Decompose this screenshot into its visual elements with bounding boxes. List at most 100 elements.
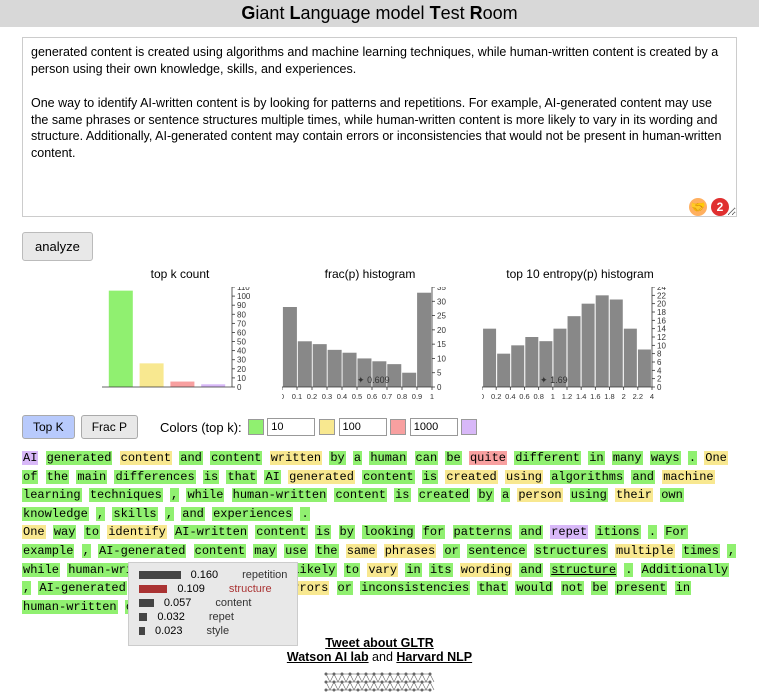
token[interactable]: written xyxy=(270,451,322,465)
token[interactable]: is xyxy=(394,488,410,502)
token[interactable]: , xyxy=(727,544,736,558)
token[interactable]: times xyxy=(682,544,720,558)
topk-toggle[interactable]: Top K xyxy=(22,415,75,439)
token[interactable]: while xyxy=(186,488,224,502)
token[interactable]: . xyxy=(624,563,633,577)
token[interactable]: or xyxy=(337,581,353,595)
token[interactable]: content xyxy=(194,544,246,558)
token[interactable]: person xyxy=(517,488,562,502)
token[interactable]: by xyxy=(477,488,493,502)
token[interactable]: repet xyxy=(550,525,588,539)
watson-link[interactable]: Watson AI lab xyxy=(287,650,369,664)
token[interactable]: to xyxy=(344,563,360,577)
token[interactable]: created xyxy=(418,488,470,502)
token[interactable]: wording xyxy=(460,563,512,577)
suggestions-badge[interactable]: 2 xyxy=(711,198,729,216)
token[interactable]: inconsistencies xyxy=(360,581,470,595)
token[interactable]: itions xyxy=(595,525,640,539)
token[interactable]: looking xyxy=(362,525,414,539)
token[interactable]: using xyxy=(505,470,543,484)
token[interactable]: and xyxy=(631,470,655,484)
threshold-input[interactable] xyxy=(410,418,458,436)
token[interactable]: would xyxy=(515,581,553,595)
token[interactable]: that xyxy=(477,581,508,595)
token[interactable]: own xyxy=(660,488,684,502)
token[interactable]: structures xyxy=(534,544,608,558)
token[interactable]: phrases xyxy=(384,544,436,558)
token[interactable]: algorithms xyxy=(550,470,624,484)
token[interactable]: differences xyxy=(114,470,195,484)
token[interactable]: . xyxy=(300,507,309,521)
token[interactable]: generated xyxy=(46,451,113,465)
token[interactable]: for xyxy=(422,525,446,539)
token[interactable]: AI-generated xyxy=(98,544,186,558)
token[interactable]: to xyxy=(84,525,100,539)
token[interactable]: and xyxy=(519,525,543,539)
token[interactable]: human-written xyxy=(232,488,328,502)
token[interactable]: Additionally xyxy=(641,563,729,577)
token[interactable]: content xyxy=(362,470,414,484)
token[interactable]: experiences xyxy=(212,507,293,521)
token[interactable]: a xyxy=(353,451,362,465)
token[interactable]: AI-written xyxy=(174,525,248,539)
token[interactable]: the xyxy=(315,544,339,558)
token[interactable]: For xyxy=(664,525,688,539)
token[interactable]: or xyxy=(443,544,459,558)
token[interactable]: in xyxy=(588,451,604,465)
token[interactable]: and xyxy=(519,563,543,577)
token[interactable]: multiple xyxy=(615,544,675,558)
token[interactable]: content xyxy=(210,451,262,465)
token[interactable]: be xyxy=(591,581,607,595)
token[interactable]: different xyxy=(514,451,581,465)
token[interactable]: by xyxy=(329,451,345,465)
token[interactable]: is xyxy=(315,525,331,539)
token[interactable]: in xyxy=(405,563,421,577)
threshold-input[interactable] xyxy=(339,418,387,436)
token[interactable]: is xyxy=(203,470,219,484)
token[interactable]: machine xyxy=(662,470,714,484)
token[interactable]: , xyxy=(165,507,174,521)
token[interactable]: identify xyxy=(107,525,167,539)
token[interactable]: may xyxy=(253,544,277,558)
token[interactable]: the xyxy=(46,470,70,484)
token[interactable]: be xyxy=(445,451,461,465)
token[interactable]: and xyxy=(181,507,205,521)
token[interactable]: use xyxy=(284,544,308,558)
token[interactable]: . xyxy=(648,525,657,539)
analyze-button[interactable]: analyze xyxy=(22,232,93,261)
token[interactable]: One xyxy=(704,451,728,465)
token[interactable]: quite xyxy=(469,451,507,465)
token[interactable]: learning xyxy=(22,488,82,502)
token[interactable]: many xyxy=(612,451,643,465)
token[interactable]: using xyxy=(570,488,608,502)
token[interactable]: present xyxy=(615,581,667,595)
token[interactable]: while xyxy=(22,563,60,577)
token[interactable]: a xyxy=(501,488,510,502)
token[interactable]: techniques xyxy=(89,488,163,502)
token[interactable]: , xyxy=(82,544,91,558)
token[interactable]: One xyxy=(22,525,46,539)
token[interactable]: human xyxy=(369,451,407,465)
token[interactable]: , xyxy=(96,507,105,521)
token[interactable]: structure xyxy=(550,563,617,577)
token[interactable]: and xyxy=(179,451,203,465)
token[interactable]: ways xyxy=(650,451,681,465)
token[interactable]: way xyxy=(53,525,77,539)
token[interactable]: content xyxy=(334,488,386,502)
fracp-toggle[interactable]: Frac P xyxy=(81,415,138,439)
token[interactable]: content xyxy=(255,525,307,539)
token[interactable]: vary xyxy=(367,563,398,577)
token[interactable]: that xyxy=(226,470,257,484)
token[interactable]: main xyxy=(76,470,107,484)
token[interactable]: by xyxy=(339,525,355,539)
token[interactable]: skills xyxy=(112,507,157,521)
token[interactable]: in xyxy=(675,581,691,595)
token[interactable]: AI xyxy=(22,451,38,465)
token[interactable]: , xyxy=(22,581,31,595)
threshold-input[interactable] xyxy=(267,418,315,436)
token[interactable]: generated xyxy=(288,470,355,484)
token[interactable]: of xyxy=(22,470,38,484)
token[interactable]: content xyxy=(120,451,172,465)
token[interactable]: human-written xyxy=(22,600,118,614)
input-textarea[interactable]: generated content is created using algor… xyxy=(22,37,737,217)
